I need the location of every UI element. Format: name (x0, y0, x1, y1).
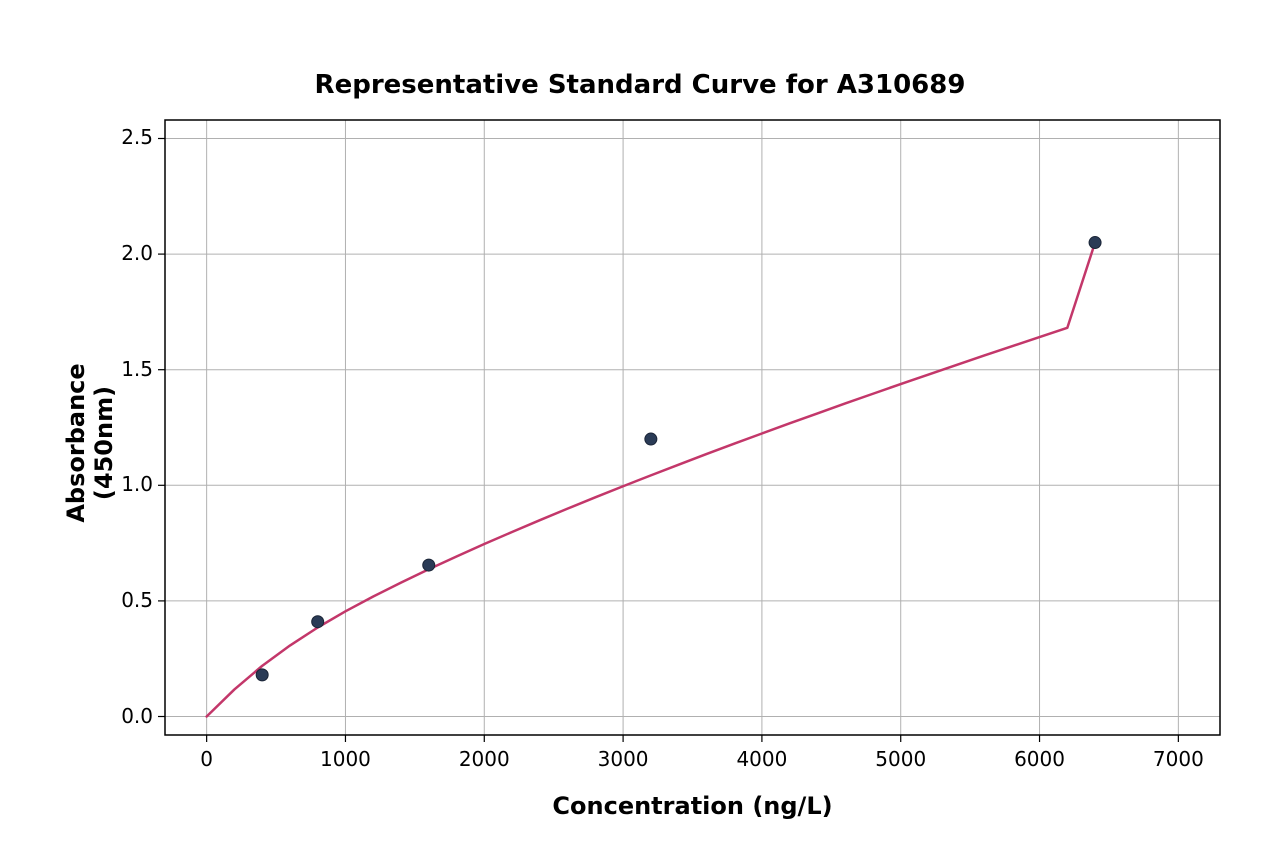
x-tick-label: 7000 (1138, 747, 1218, 771)
y-tick-label: 2.0 (93, 241, 153, 265)
chart-container: Representative Standard Curve for A31068… (0, 0, 1280, 845)
y-tick-label: 1.5 (93, 357, 153, 381)
x-tick-label: 2000 (444, 747, 524, 771)
x-tick-label: 0 (167, 747, 247, 771)
x-tick-label: 3000 (583, 747, 663, 771)
y-tick-label: 1.0 (93, 472, 153, 496)
x-tick-label: 5000 (861, 747, 941, 771)
x-tick-label: 4000 (722, 747, 802, 771)
y-tick-label: 2.5 (93, 125, 153, 149)
chart-svg (0, 0, 1280, 845)
y-tick-label: 0.0 (93, 704, 153, 728)
y-tick-label: 0.5 (93, 588, 153, 612)
x-tick-label: 1000 (305, 747, 385, 771)
x-tick-label: 6000 (1000, 747, 1080, 771)
